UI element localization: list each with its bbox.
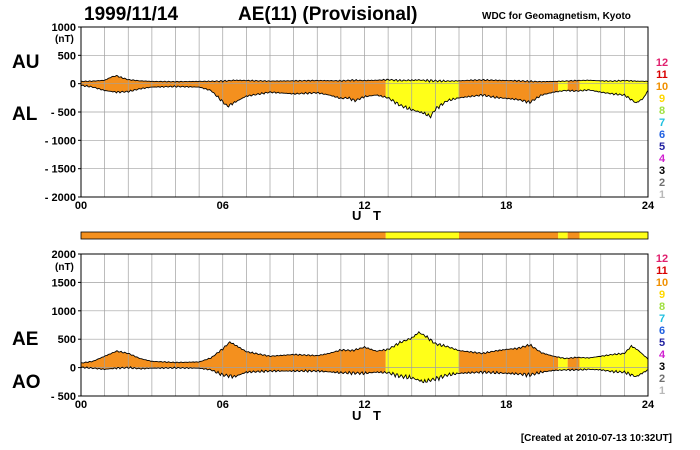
- bottom-legend-item: 5: [658, 337, 666, 349]
- top-ytick-label: - 500: [51, 107, 76, 119]
- top-xtick-label: 24: [642, 200, 655, 212]
- bot-xtick-label: 24: [642, 399, 655, 411]
- top-ytick-label: - 2000: [45, 192, 76, 204]
- activity-bar-segment: [567, 232, 580, 239]
- bot-ao-line: [80, 366, 649, 384]
- activity-bar-segment: [81, 232, 386, 239]
- bottom-legend-item: 10: [655, 277, 669, 289]
- bottom-legend-item: 4: [658, 349, 666, 361]
- bot-fill-segment: [459, 331, 559, 383]
- bottom-legend-item: 9: [658, 289, 666, 301]
- bot-ytick-label: 0: [70, 363, 76, 375]
- bottom-legend-item: 8: [658, 301, 666, 313]
- top-ytick-label: 1000: [52, 22, 76, 34]
- activity-bar-segment: [558, 232, 568, 239]
- top-legend-item: 9: [658, 93, 666, 105]
- au-label: AU: [12, 52, 40, 73]
- top-ytick-label: - 1500: [45, 164, 76, 176]
- top-x-label: U T: [352, 208, 385, 223]
- bot-xtick-label: 00: [75, 399, 87, 411]
- top-legend-item: 6: [658, 129, 666, 141]
- top-legend-item: 4: [658, 153, 666, 165]
- bot-ytick-label: 500: [58, 334, 76, 346]
- date-label: 1999/11/14: [84, 4, 179, 25]
- top-legend-item: 3: [658, 165, 666, 177]
- created-timestamp: [Created at 2010-07-13 10:32UT]: [520, 433, 672, 444]
- top-ytick-label: - 1000: [45, 135, 76, 147]
- activity-bar-segment: [579, 232, 648, 239]
- top-unit-label: (nT): [55, 34, 74, 45]
- top-legend-item: 12: [655, 57, 669, 69]
- ae-label: AE: [12, 329, 39, 350]
- bot-fill-segment: [579, 331, 648, 383]
- top-ytick-label: 500: [58, 50, 76, 62]
- bot-xtick-label: 06: [217, 399, 229, 411]
- activity-bar-segment: [385, 232, 459, 239]
- activity-bar: [80, 231, 649, 240]
- top-grid: [81, 26, 648, 198]
- activity-bar-segment: [459, 232, 559, 239]
- top-legend: 12 11 10 9 8 7 6 5 4 3 2 1: [654, 57, 670, 201]
- bottom-legend-item: 1: [658, 385, 666, 397]
- top-xtick-label: 06: [217, 200, 229, 212]
- bottom-legend-item: 2: [658, 373, 666, 385]
- al-label: AL: [12, 104, 38, 125]
- bot-ae-line: [80, 330, 649, 364]
- top-ytick-label: 0: [70, 79, 76, 91]
- top-au-line: [80, 75, 649, 83]
- bottom-x-label: U T: [352, 408, 385, 423]
- bot-fill-segment: [567, 331, 580, 383]
- bot-xtick-label: 18: [500, 399, 512, 411]
- chart-title: AE(11) (Provisional): [238, 4, 418, 25]
- institution-label: WDC for Geomagnetism, Kyoto: [482, 11, 631, 22]
- top-legend-item: 1: [658, 189, 666, 201]
- bottom-legend-item: 7: [658, 313, 666, 325]
- top-xtick-label: 18: [500, 200, 512, 212]
- bottom-legend-item: 11: [656, 265, 668, 277]
- bot-grid: [81, 253, 648, 397]
- top-legend-item: 10: [655, 81, 669, 93]
- bot-xtick-label: 12: [358, 399, 370, 411]
- bottom-legend-item: 6: [658, 325, 666, 337]
- bot-ytick-label: - 500: [51, 391, 76, 403]
- top-legend-item: 5: [658, 141, 666, 153]
- bot-ytick-label: 2000: [52, 249, 76, 261]
- top-xtick-label: 12: [358, 200, 370, 212]
- bottom-legend: 12 11 10 9 8 7 6 5 4 3 2 1: [654, 253, 670, 397]
- top-xtick-label: 00: [75, 200, 87, 212]
- activity-bar-frame: [80, 231, 649, 240]
- bot-ytick-label: 1000: [52, 306, 76, 318]
- bot-fill-segment: [81, 331, 386, 383]
- bottom-legend-item: 12: [655, 253, 669, 265]
- top-legend-item: 7: [658, 117, 666, 129]
- bot-fill-segment: [558, 331, 568, 383]
- bottom-unit-label: (nT): [55, 262, 74, 273]
- top-legend-item: 8: [658, 105, 666, 117]
- bot-frame: [80, 253, 649, 397]
- top-legend-item: 11: [656, 69, 668, 81]
- top-legend-item: 2: [658, 177, 666, 189]
- bot-ytick-label: 1500: [52, 277, 76, 289]
- ao-label: AO: [12, 372, 41, 393]
- top-al-line: [80, 84, 649, 119]
- bottom-legend-item: 3: [658, 361, 666, 373]
